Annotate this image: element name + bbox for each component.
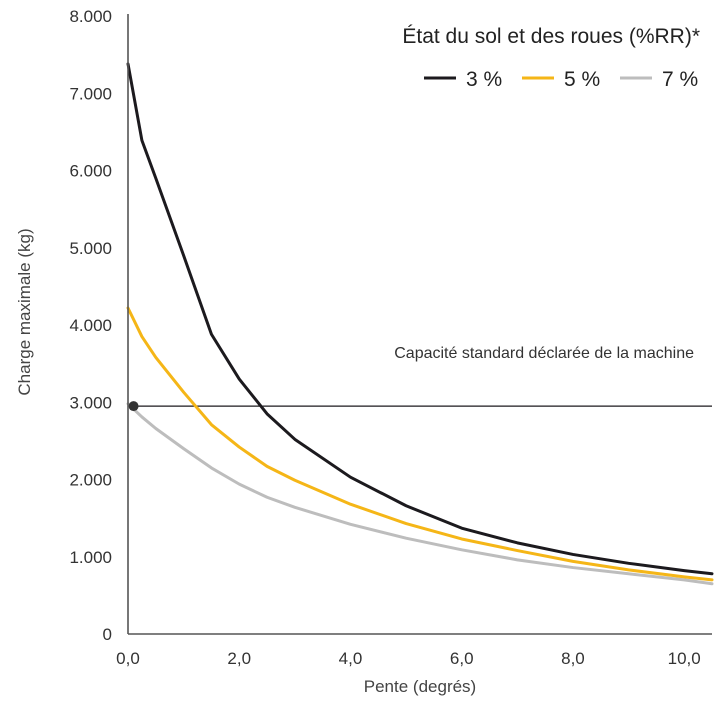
legend-title: État du sol et des roues (%RR)* <box>402 25 700 48</box>
x-tick-label: 4,0 <box>339 649 363 668</box>
x-tick-label: 2,0 <box>227 649 251 668</box>
x-tick-labels: 0,0 2,0 4,0 6,0 8,0 10,0 <box>116 649 701 668</box>
x-tick-label: 8,0 <box>561 649 585 668</box>
y-tick-label: 4.000 <box>69 316 112 335</box>
y-tick-label: 0 <box>103 625 112 644</box>
y-tick-label: 1.000 <box>69 548 112 567</box>
y-tick-label: 3.000 <box>69 393 112 412</box>
series-line-3pct <box>126 62 714 576</box>
x-tick-label: 6,0 <box>450 649 474 668</box>
legend-label-3pct: 3 % <box>466 68 502 91</box>
y-tick-label: 2.000 <box>69 471 112 490</box>
y-tick-labels: 0 1.000 2.000 3.000 4.000 5.000 6.000 7.000 8.00… <box>69 7 112 644</box>
y-tick-label: 6.000 <box>69 162 112 181</box>
legend: État du sol et des roues (%RR)* 3 % 5 % … <box>402 25 700 91</box>
x-tick-label: 0,0 <box>116 649 140 668</box>
y-tick-label: 5.000 <box>69 239 112 258</box>
x-axis-title: Pente (degrés) <box>364 677 476 696</box>
series-line-5pct <box>126 306 714 582</box>
reference-line-label: Capacité standard déclarée de la machine <box>394 345 694 362</box>
plot-marks <box>126 62 714 586</box>
legend-label-7pct: 7 % <box>662 68 698 91</box>
x-tick-label: 10,0 <box>668 649 701 668</box>
legend-label-5pct: 5 % <box>564 68 600 91</box>
y-axis-title: Charge maximale (kg) <box>15 228 34 395</box>
y-tick-label: 8.000 <box>69 7 112 26</box>
y-tick-label: 7.000 <box>69 84 112 103</box>
series-line-7pct <box>126 402 714 586</box>
reference-point <box>128 401 139 412</box>
